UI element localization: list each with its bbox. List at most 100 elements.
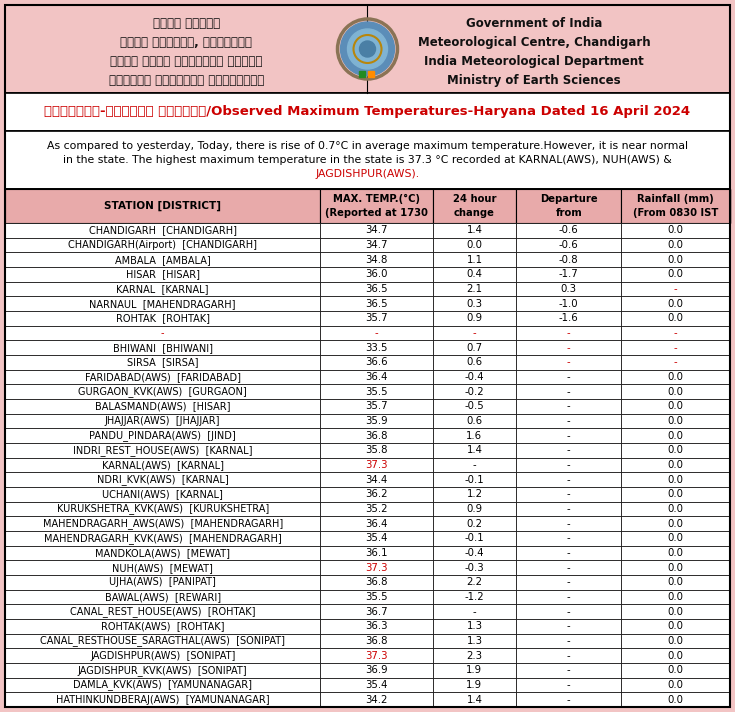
Bar	[433, 619, 516, 634]
Text: -: -	[567, 665, 570, 676]
Bar	[5, 267, 320, 282]
Text: 36.8: 36.8	[365, 636, 388, 646]
Text: -0.5: -0.5	[465, 402, 484, 412]
Bar	[320, 296, 433, 311]
Text: भारत सरकार: भारत सरकार	[153, 17, 220, 30]
Text: -: -	[567, 342, 570, 352]
Text: 0.0: 0.0	[667, 651, 684, 661]
Text: -0.6: -0.6	[559, 240, 578, 250]
Text: 0.0: 0.0	[667, 313, 684, 323]
Text: -0.4: -0.4	[465, 548, 484, 558]
Bar	[621, 604, 730, 619]
Bar	[320, 531, 433, 545]
Text: 35.2: 35.2	[365, 504, 388, 514]
Text: 1.2: 1.2	[467, 489, 482, 499]
Text: Government of India: Government of India	[466, 17, 603, 30]
Text: -: -	[473, 328, 476, 338]
Text: 36.8: 36.8	[365, 577, 388, 587]
Bar	[433, 560, 516, 575]
Bar	[5, 189, 730, 223]
Bar	[433, 472, 516, 487]
Bar	[621, 575, 730, 590]
Bar	[516, 189, 621, 223]
Bar	[5, 619, 320, 634]
Bar	[320, 458, 433, 472]
Bar	[320, 516, 433, 531]
Text: JAGDISHPUR(AWS)  [SONIPAT]: JAGDISHPUR(AWS) [SONIPAT]	[90, 651, 235, 661]
Bar	[320, 282, 433, 296]
Text: -: -	[567, 328, 570, 338]
Text: India Meteorological Department: India Meteorological Department	[424, 55, 644, 68]
Text: 34.8: 34.8	[365, 255, 388, 265]
Bar	[433, 267, 516, 282]
Bar	[516, 516, 621, 531]
Bar	[5, 311, 320, 325]
Text: 36.1: 36.1	[365, 548, 388, 558]
Bar	[5, 325, 320, 340]
Circle shape	[348, 29, 387, 69]
Text: पृथ्वी विज्ञान मंत्रालय: पृथ्वी विज्ञान मंत्रालय	[109, 74, 264, 87]
Bar	[516, 560, 621, 575]
Bar	[621, 649, 730, 663]
Bar	[320, 472, 433, 487]
Bar	[320, 634, 433, 649]
Bar	[516, 531, 621, 545]
Bar	[5, 189, 730, 707]
Text: -: -	[674, 342, 678, 352]
Bar	[621, 458, 730, 472]
Bar	[516, 590, 621, 604]
Bar	[433, 531, 516, 545]
Bar	[621, 545, 730, 560]
Bar	[516, 692, 621, 707]
Bar	[516, 296, 621, 311]
Text: -: -	[567, 489, 570, 499]
Bar	[320, 590, 433, 604]
Text: -: -	[674, 357, 678, 367]
Text: -: -	[674, 328, 678, 338]
Text: 0.6: 0.6	[467, 357, 482, 367]
Text: change: change	[454, 209, 495, 219]
Text: -0.1: -0.1	[465, 533, 484, 543]
Bar	[621, 678, 730, 692]
Text: from: from	[556, 209, 582, 219]
Bar	[516, 252, 621, 267]
Text: MAHENDRAGARH_AWS(AWS)  [MAHENDRAGARH]: MAHENDRAGARH_AWS(AWS) [MAHENDRAGARH]	[43, 518, 283, 529]
Bar	[5, 692, 320, 707]
Text: (From 0830 IST: (From 0830 IST	[633, 209, 718, 219]
Text: MANDKOLA(AWS)  [MEWAT]: MANDKOLA(AWS) [MEWAT]	[96, 548, 230, 558]
Bar	[621, 399, 730, 414]
Text: 0.0: 0.0	[667, 255, 684, 265]
Bar	[433, 384, 516, 399]
Text: 1.9: 1.9	[467, 680, 482, 690]
Text: HATHINKUNDBERAJ(AWS)  [YAMUNANAGAR]: HATHINKUNDBERAJ(AWS) [YAMUNANAGAR]	[56, 695, 270, 705]
Bar	[621, 223, 730, 238]
Bar	[433, 189, 516, 223]
Text: -: -	[567, 387, 570, 397]
Bar	[621, 238, 730, 252]
Bar	[5, 189, 320, 223]
Text: -: -	[567, 518, 570, 529]
Bar	[621, 267, 730, 282]
Bar	[5, 252, 320, 267]
Text: 37.3: 37.3	[365, 460, 388, 470]
Bar	[5, 516, 320, 531]
Bar	[320, 575, 433, 590]
Text: -0.1: -0.1	[465, 475, 484, 485]
Text: -: -	[567, 651, 570, 661]
Bar	[5, 370, 320, 384]
Bar	[5, 282, 320, 296]
Text: UCHANI(AWS)  [KARNAL]: UCHANI(AWS) [KARNAL]	[102, 489, 223, 499]
Bar	[5, 384, 320, 399]
Text: 0.0: 0.0	[667, 680, 684, 690]
Text: 0.3: 0.3	[561, 284, 577, 294]
Bar	[621, 340, 730, 355]
Bar	[621, 189, 730, 223]
Bar	[5, 443, 320, 458]
Bar	[621, 692, 730, 707]
Text: JAGDISHPUR(AWS).: JAGDISHPUR(AWS).	[315, 169, 420, 179]
Text: हरियाणा-अधिकतम तापमान/Observed Maximum Temperatures-Haryana Dated 16 April 2024: हरियाणा-अधिकतम तापमान/Observed Maximum T…	[44, 105, 691, 118]
Text: -: -	[567, 533, 570, 543]
Bar	[5, 531, 320, 545]
Bar	[516, 311, 621, 325]
Bar	[320, 692, 433, 707]
